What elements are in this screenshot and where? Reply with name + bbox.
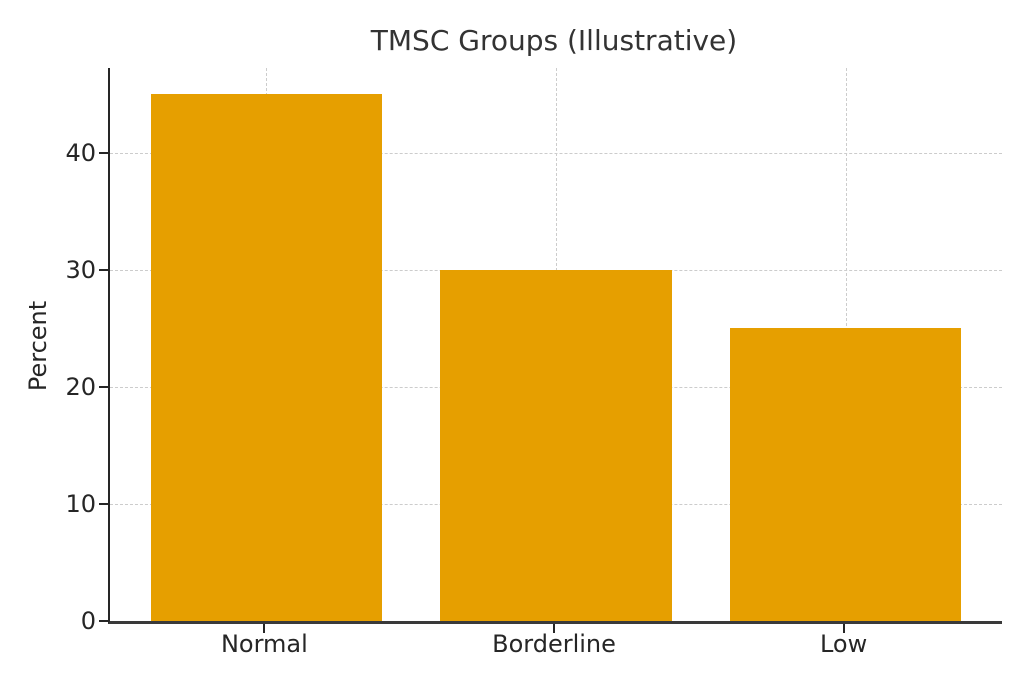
y-tick-label-40: 40 <box>65 138 96 167</box>
bar-low <box>729 328 962 621</box>
y-tick-mark-40 <box>99 151 108 154</box>
x-tick-mark-low <box>842 624 845 633</box>
x-tick-mark-normal <box>263 624 266 633</box>
y-tick-label-10: 10 <box>65 489 96 518</box>
y-axis-label: Percent <box>24 300 52 392</box>
x-tick-label-borderline: Borderline <box>492 630 616 658</box>
y-tick-mark-0 <box>99 620 108 622</box>
x-tick-mark-borderline <box>553 624 555 633</box>
y-tick-mark-10 <box>99 502 108 505</box>
bar-normal <box>150 94 383 621</box>
chart-title: TMSC Groups (Illustrative) <box>370 24 738 57</box>
y-tick-label-0: 0 <box>80 607 96 635</box>
y-tick-mark-20 <box>99 385 108 388</box>
y-tick-mark-30 <box>99 268 108 271</box>
y-tick-label-30: 30 <box>65 255 96 284</box>
x-tick-label-low: Low <box>819 630 868 658</box>
x-tick-label-normal: Normal <box>220 630 308 658</box>
bar-borderline <box>440 269 672 621</box>
plot-area <box>108 68 1002 624</box>
y-tick-label-20: 20 <box>65 372 96 401</box>
